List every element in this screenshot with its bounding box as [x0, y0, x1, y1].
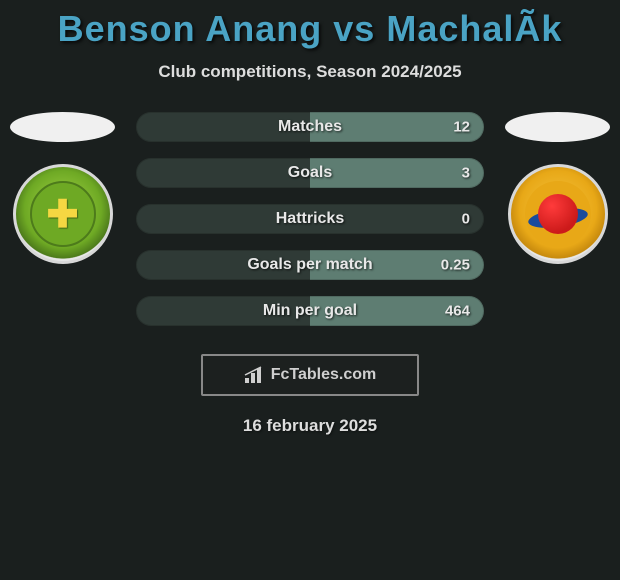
stat-label: Min per goal — [263, 302, 357, 320]
fastav-badge-inner — [525, 181, 591, 247]
stat-label: Matches — [278, 118, 342, 136]
stat-row: Min per goal 464 — [136, 296, 484, 326]
stat-rows-container: Matches 12 Goals 3 Hattricks 0 Goals per match… — [136, 112, 484, 326]
right-club-badge — [508, 164, 608, 264]
right-player-column — [505, 112, 610, 264]
left-player-column: ✚ — [10, 112, 115, 264]
stat-row: Goals 3 — [136, 158, 484, 188]
bars-icon — [244, 366, 266, 384]
watermark-text: FcTables.com — [271, 366, 377, 384]
zilina-cross-icon: ✚ — [47, 192, 79, 237]
stat-value-right: 0 — [462, 211, 470, 228]
page-title: Benson Anang vs MachalÃk — [0, 0, 620, 50]
stat-row: Goals per match 0.25 — [136, 250, 484, 280]
subtitle: Club competitions, Season 2024/2025 — [0, 62, 620, 82]
fastav-ball-icon — [538, 194, 578, 234]
left-club-badge: ✚ — [13, 164, 113, 264]
date-text: 16 february 2025 — [0, 416, 620, 436]
stat-value-right: 0.25 — [441, 257, 470, 274]
right-player-avatar — [505, 112, 610, 142]
stat-label: Goals — [288, 164, 332, 182]
watermark-badge: FcTables.com — [201, 354, 419, 396]
stat-label: Hattricks — [276, 210, 344, 228]
stat-value-right: 12 — [453, 119, 470, 136]
stat-row: Hattricks 0 — [136, 204, 484, 234]
comparison-area: ✚ Matches 12 Goals 3 Hattricks 0 Goals per mat… — [0, 112, 620, 436]
stat-label: Goals per match — [247, 256, 372, 274]
left-player-avatar — [10, 112, 115, 142]
stat-row: Matches 12 — [136, 112, 484, 142]
stat-value-right: 3 — [462, 165, 470, 182]
stat-value-right: 464 — [445, 303, 470, 320]
zilina-badge-inner: ✚ — [30, 181, 96, 247]
